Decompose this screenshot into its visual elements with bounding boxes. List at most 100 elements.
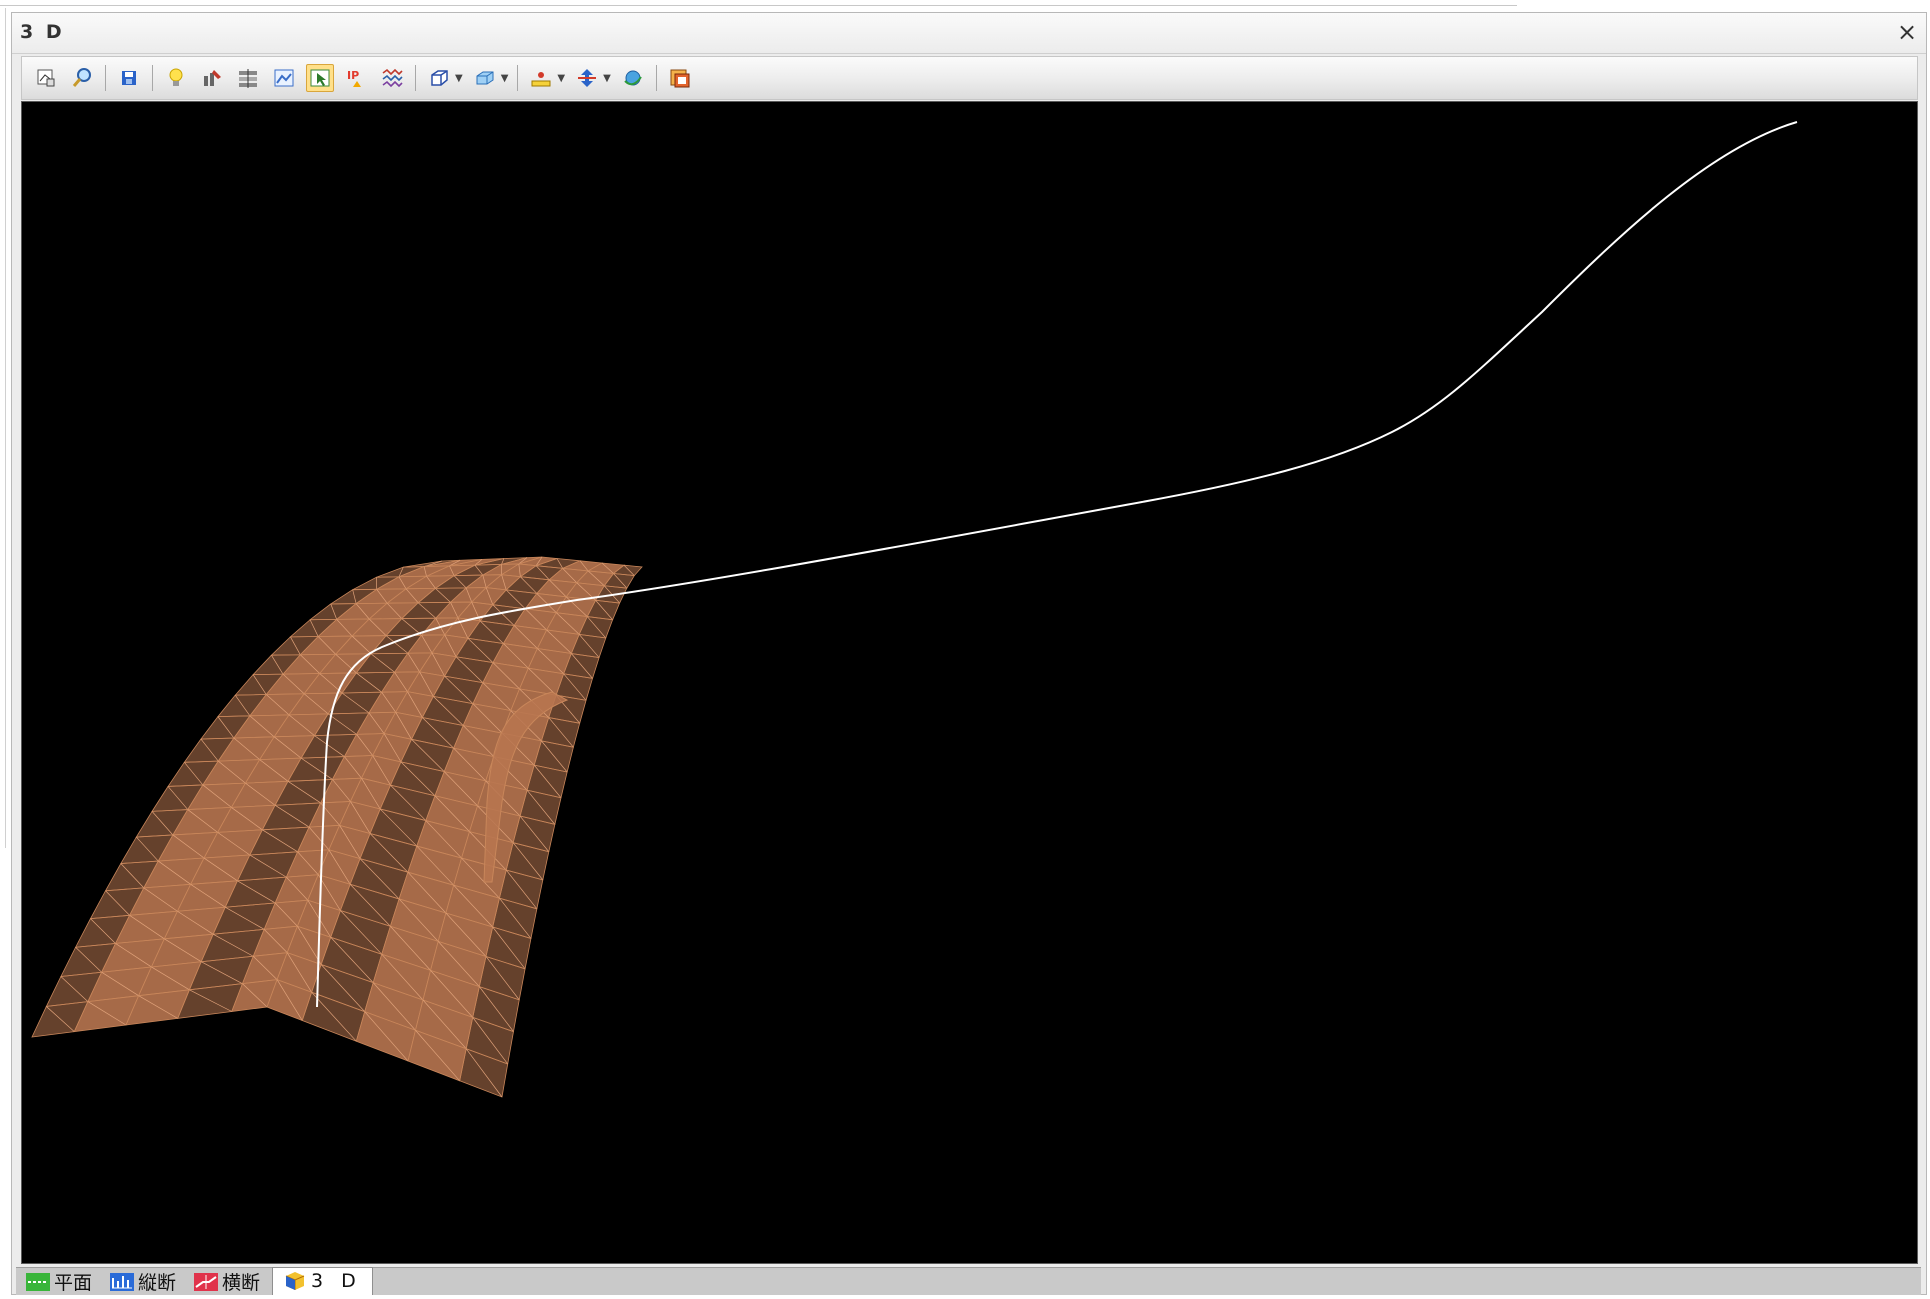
mesh-edge <box>151 811 174 836</box>
mesh-edge <box>407 691 423 718</box>
mesh-edge <box>90 918 116 944</box>
mesh-edge <box>415 1029 460 1082</box>
mesh-edge <box>398 898 439 942</box>
mesh-edge <box>443 771 478 807</box>
tab-plan[interactable]: 平面 <box>20 1269 98 1295</box>
mesh-edge <box>355 603 370 620</box>
mesh-edge <box>317 874 341 911</box>
chevron-down-icon[interactable]: ▼ <box>500 72 509 84</box>
mesh-edge <box>383 733 402 763</box>
tab-cross-section[interactable]: 横断 <box>188 1269 266 1295</box>
mesh-edge <box>482 574 487 588</box>
chevron-down-icon[interactable]: ▼ <box>455 72 463 84</box>
view-fit-icon[interactable] <box>32 64 60 92</box>
title-bar[interactable]: 3 D × <box>12 13 1926 54</box>
mesh-edge <box>259 759 289 782</box>
mesh-edge <box>350 801 371 834</box>
mesh-edge <box>138 995 178 1019</box>
mesh-edge <box>556 558 564 569</box>
terrain-view-icon[interactable] <box>270 64 298 92</box>
mesh-edge <box>276 979 303 1021</box>
mesh-edge <box>372 982 416 1031</box>
chevron-down-icon[interactable]: ▼ <box>557 72 566 84</box>
mesh-edge <box>379 808 418 847</box>
mesh-edge <box>327 713 357 735</box>
mesh-edge <box>431 652 445 677</box>
mesh-edge <box>416 845 454 886</box>
mesh-edge <box>425 820 462 859</box>
mesh-edge <box>455 656 484 683</box>
mesh-edge <box>143 887 178 912</box>
mesh-edge <box>562 568 577 584</box>
mesh-edge <box>422 717 454 749</box>
mesh-edge <box>479 620 504 644</box>
light-icon[interactable] <box>162 64 190 92</box>
rotate-globe-icon[interactable] <box>619 64 647 92</box>
mesh-edge <box>518 563 521 577</box>
mesh-edge <box>87 1001 127 1026</box>
toolbar: IP ▼ ▼ ▼ ▼ <box>21 56 1918 100</box>
toolbar-separator <box>415 65 416 91</box>
level-ruler-icon[interactable] <box>527 64 555 92</box>
mesh-edge <box>518 557 528 565</box>
mesh-edge <box>231 807 263 831</box>
mesh-edge <box>430 970 474 1018</box>
select-view-icon[interactable] <box>306 64 334 92</box>
mesh-edge <box>376 589 388 604</box>
mesh-edge <box>274 804 310 828</box>
mesh-edge <box>453 747 486 782</box>
mesh-edge <box>381 691 396 713</box>
box-shade-icon[interactable] <box>471 64 499 92</box>
zoom-icon[interactable] <box>68 64 96 92</box>
mesh-edge <box>158 860 191 885</box>
mesh-edge <box>423 566 427 577</box>
3d-scene[interactable] <box>22 102 1917 1263</box>
wave-lines-icon[interactable] <box>378 64 406 92</box>
mesh-edge <box>453 575 467 589</box>
mesh-edge <box>472 1017 509 1065</box>
close-button[interactable]: × <box>1896 18 1918 46</box>
window-title: 3 D <box>20 21 65 43</box>
mesh-edge <box>520 576 538 594</box>
mesh-edge <box>101 971 139 996</box>
mesh-edge <box>405 588 419 603</box>
mesh-edge <box>462 725 495 757</box>
mesh-edge <box>505 589 526 610</box>
mesh-edge <box>330 937 374 983</box>
mesh-edge <box>308 826 330 850</box>
mesh-edge <box>300 757 333 780</box>
mesh-edge <box>282 673 305 695</box>
mesh-edge <box>253 955 278 980</box>
mesh-edge <box>242 983 268 1008</box>
tab-profile[interactable]: 縦断 <box>104 1269 182 1295</box>
mesh-edge <box>433 696 464 726</box>
paint-settings-icon[interactable] <box>198 64 226 92</box>
layer-grid-icon[interactable] <box>234 64 262 92</box>
plan-icon <box>26 1272 50 1291</box>
vertical-arrow-icon[interactable] <box>573 64 601 92</box>
ip-marker-icon[interactable]: IP <box>342 64 370 92</box>
mesh-edge <box>450 602 459 619</box>
mesh-edge <box>237 880 276 904</box>
export-icon[interactable] <box>666 64 694 92</box>
mesh-edge <box>449 559 461 567</box>
mesh-edge <box>364 1011 409 1062</box>
tab-3d[interactable]: 3 D <box>272 1266 373 1295</box>
mesh-edge <box>586 616 607 639</box>
mesh-edge <box>444 634 457 657</box>
box-view-icon[interactable] <box>425 64 453 92</box>
3d-viewport[interactable] <box>21 101 1918 1264</box>
mesh-edge <box>535 556 543 566</box>
mesh-edge <box>60 976 89 1002</box>
mesh-edge <box>369 833 409 873</box>
mesh-edge <box>368 712 385 734</box>
mesh-edge <box>556 612 580 635</box>
3d-cube-icon <box>285 1272 305 1290</box>
mesh-edge <box>212 933 254 957</box>
mesh-edge <box>341 692 370 714</box>
chevron-down-icon[interactable]: ▼ <box>603 72 611 84</box>
mesh-edge <box>120 863 145 889</box>
mesh-edge <box>465 1048 503 1098</box>
save-icon[interactable] <box>115 64 143 92</box>
mesh-edge <box>189 989 232 1012</box>
